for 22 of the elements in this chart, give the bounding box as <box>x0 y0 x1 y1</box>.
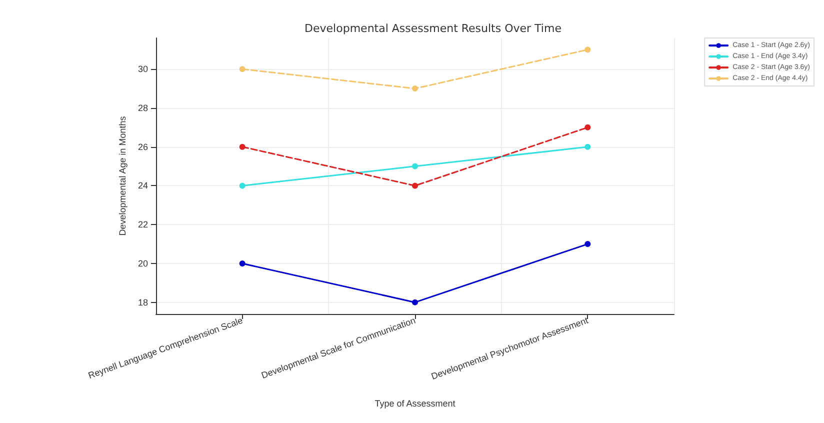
point <box>584 46 591 53</box>
x-axis-title: Type of Assessment <box>374 398 456 408</box>
chart-title: Developmental Assessment Results Over Time <box>304 22 562 35</box>
point <box>239 66 246 72</box>
point <box>412 163 418 170</box>
point <box>239 182 246 189</box>
point <box>412 86 418 92</box>
y-tick-label: 18 <box>138 297 148 308</box>
point <box>412 299 418 306</box>
y-tick-label: 28 <box>138 102 148 113</box>
y-tick-label: 24 <box>138 180 148 191</box>
point <box>412 182 418 189</box>
y-tick-label: 26 <box>138 142 148 152</box>
y-tick-label: 22 <box>138 220 148 230</box>
point <box>239 144 246 150</box>
y-tick-label: 30 <box>138 64 148 74</box>
point <box>584 241 591 248</box>
point <box>584 144 591 150</box>
y-tick-label: 20 <box>138 258 148 268</box>
point <box>584 124 591 130</box>
y-axis-title: Developmental Age in Months <box>118 116 128 236</box>
point <box>239 260 246 266</box>
